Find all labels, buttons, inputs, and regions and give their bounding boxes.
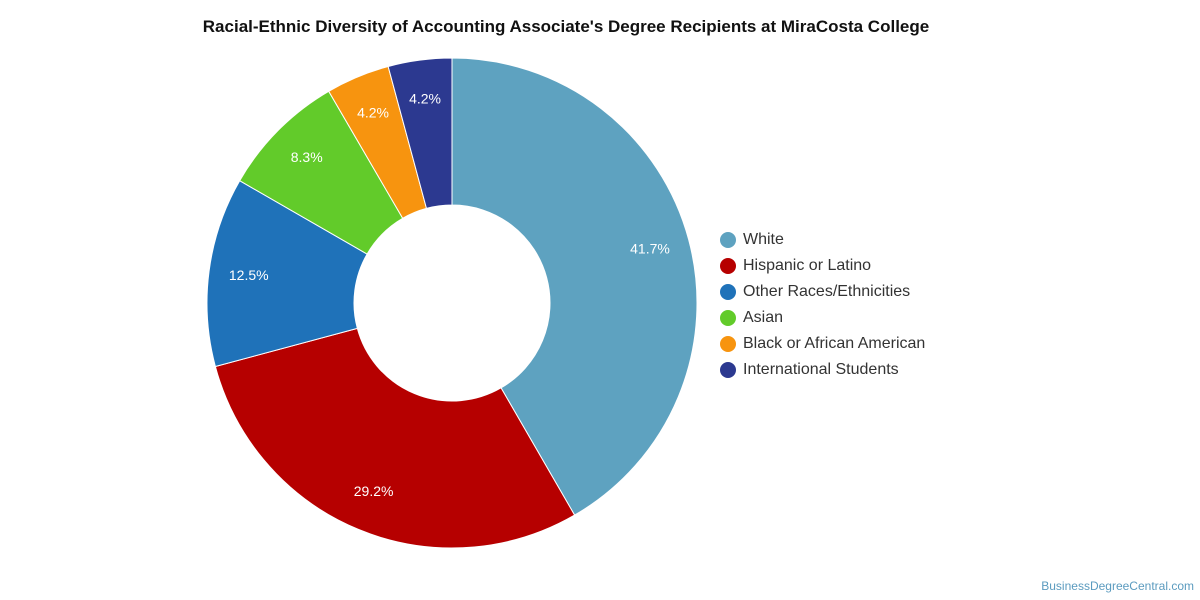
legend-swatch [720, 310, 736, 326]
slice-white[interactable] [451, 57, 698, 516]
source-credit[interactable]: BusinessDegreeCentral.com [1041, 579, 1194, 593]
slice-international-students[interactable] [387, 57, 453, 209]
legend-swatch [720, 362, 736, 378]
legend-label: Black or African American [743, 335, 926, 352]
chart-legend: White Hispanic or Latino Other Races/Ethni… [720, 227, 925, 383]
slice-label-international-students: 4.2% [409, 90, 441, 106]
slice-label-black-or-african-american: 4.2% [357, 105, 389, 121]
slice-hispanic-or-latino[interactable] [214, 327, 576, 549]
legend-item-asian[interactable]: Asian [720, 305, 925, 331]
legend-label: Other Races/Ethnicities [743, 283, 911, 300]
legend-swatch [720, 258, 736, 274]
legend-item-other-races-ethnicities[interactable]: Other Races/Ethnicities [720, 279, 925, 305]
legend-swatch [720, 336, 736, 352]
legend-label: White [743, 231, 784, 248]
chart-title: Racial-Ethnic Diversity of Accounting As… [202, 17, 930, 36]
legend-swatch [720, 232, 736, 248]
slice-label-hispanic-or-latino: 29.2% [354, 483, 394, 499]
slice-label-asian: 8.3% [291, 149, 323, 165]
legend-item-white[interactable]: White [720, 227, 925, 253]
slice-other-races-ethnicities[interactable] [206, 180, 368, 368]
legend-label: Asian [743, 309, 784, 326]
slice-label-other-races-ethnicities: 12.5% [229, 267, 269, 283]
legend-item-international-students[interactable]: International Students [720, 357, 925, 383]
legend-item-hispanic-or-latino[interactable]: Hispanic or Latino [720, 253, 925, 279]
legend-label: International Students [743, 361, 899, 378]
legend-label: Hispanic or Latino [743, 257, 872, 274]
legend-item-black-or-african-american[interactable]: Black or African American [720, 331, 925, 357]
legend-swatch [720, 284, 736, 300]
slice-label-white: 41.7% [630, 241, 670, 257]
